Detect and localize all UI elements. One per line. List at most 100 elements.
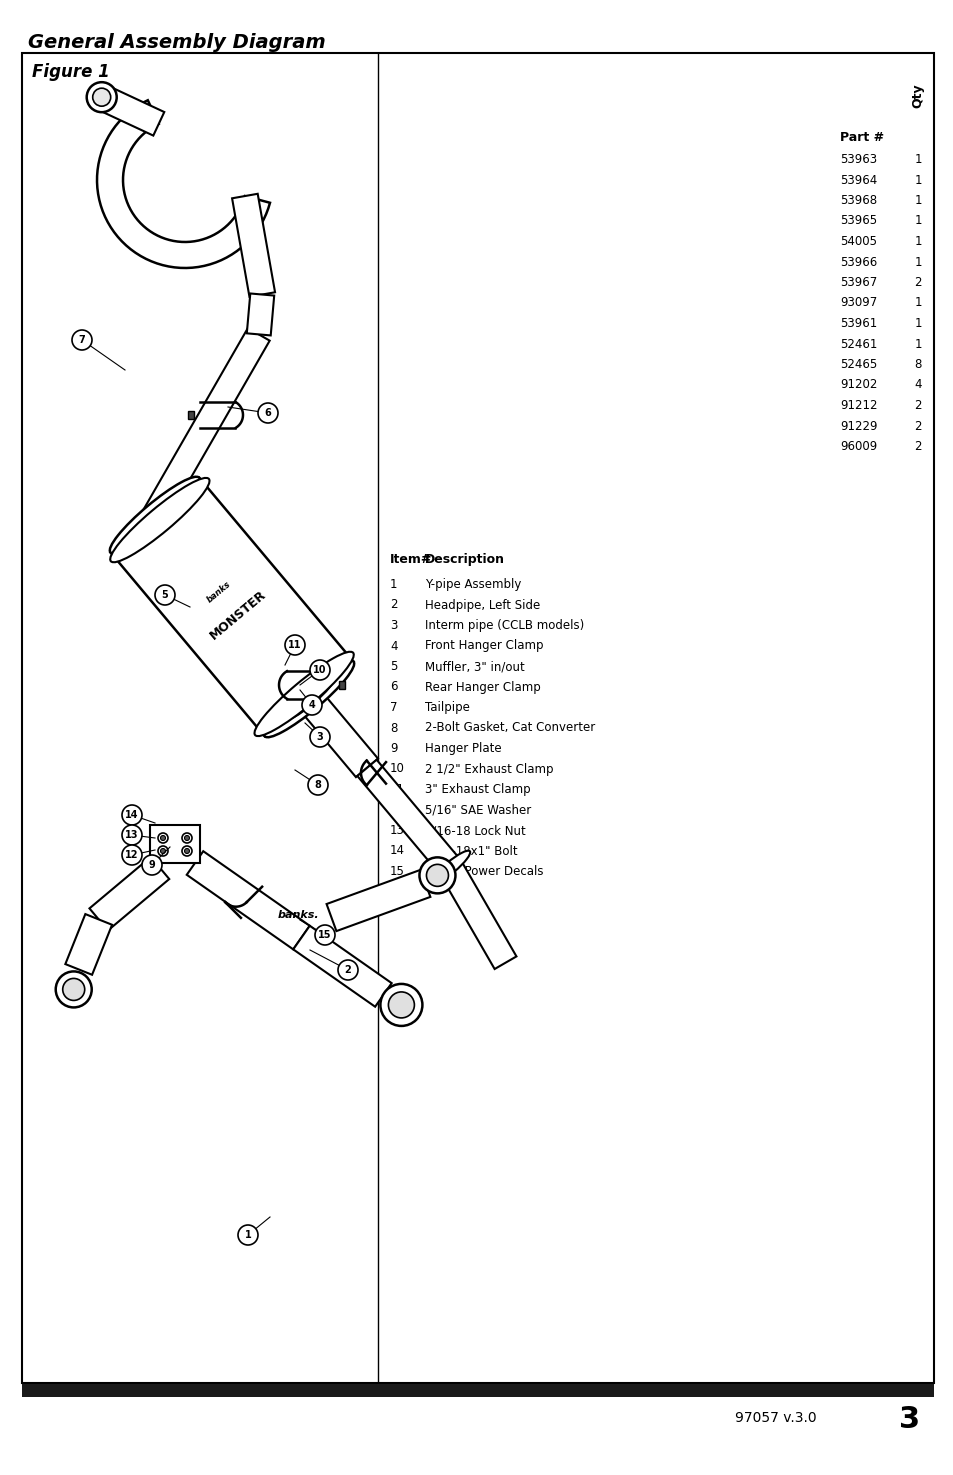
Text: 11: 11 xyxy=(390,783,405,796)
Bar xyxy=(338,681,345,689)
Text: MONSTER: MONSTER xyxy=(208,587,269,642)
Ellipse shape xyxy=(426,864,448,886)
Text: 1: 1 xyxy=(913,214,921,227)
Text: 2: 2 xyxy=(913,276,921,289)
Text: 54005: 54005 xyxy=(840,235,876,248)
Text: 91229: 91229 xyxy=(840,419,877,432)
Bar xyxy=(22,1384,933,1397)
Text: Headpipe, Left Side: Headpipe, Left Side xyxy=(424,599,539,612)
Text: 1: 1 xyxy=(913,296,921,310)
Text: 53966: 53966 xyxy=(840,255,877,268)
Polygon shape xyxy=(103,88,164,136)
Text: 15: 15 xyxy=(390,864,404,878)
Text: Part #: Part # xyxy=(840,131,883,145)
Text: 1: 1 xyxy=(913,317,921,330)
Text: Tailpipe: Tailpipe xyxy=(424,701,470,714)
Text: Muffler, 3" in/out: Muffler, 3" in/out xyxy=(424,659,524,673)
Text: 2: 2 xyxy=(913,440,921,453)
Ellipse shape xyxy=(419,857,455,894)
Ellipse shape xyxy=(92,88,111,106)
Text: 3: 3 xyxy=(316,732,323,742)
Text: 91202: 91202 xyxy=(840,379,877,391)
Text: Interm pipe (CCLB models): Interm pipe (CCLB models) xyxy=(424,620,583,631)
Circle shape xyxy=(154,586,174,605)
Text: 15: 15 xyxy=(318,931,332,940)
Text: 9: 9 xyxy=(390,742,397,755)
Circle shape xyxy=(142,855,162,875)
Circle shape xyxy=(182,847,192,856)
Text: 1: 1 xyxy=(913,235,921,248)
Text: 53963: 53963 xyxy=(840,153,876,167)
Polygon shape xyxy=(232,193,274,296)
Polygon shape xyxy=(247,294,274,335)
Circle shape xyxy=(257,403,277,423)
Circle shape xyxy=(237,1226,257,1245)
Circle shape xyxy=(184,835,190,841)
Text: 93097: 93097 xyxy=(840,296,877,310)
Polygon shape xyxy=(90,857,169,931)
Text: 96009: 96009 xyxy=(840,440,877,453)
Polygon shape xyxy=(111,478,354,736)
Text: 1: 1 xyxy=(244,1230,251,1240)
Ellipse shape xyxy=(380,984,422,1027)
Text: 52461: 52461 xyxy=(840,338,877,351)
Text: 53967: 53967 xyxy=(840,276,877,289)
Text: 12: 12 xyxy=(125,850,138,860)
Text: 13: 13 xyxy=(390,825,404,836)
Text: 1: 1 xyxy=(913,255,921,268)
Bar xyxy=(188,412,193,419)
Circle shape xyxy=(158,847,168,856)
Ellipse shape xyxy=(111,478,210,562)
Ellipse shape xyxy=(284,678,334,720)
Text: Banks Power Decals: Banks Power Decals xyxy=(424,864,543,878)
Polygon shape xyxy=(144,327,270,521)
Text: 2-Bolt Gasket, Cat Converter: 2-Bolt Gasket, Cat Converter xyxy=(424,721,595,735)
Text: 53964: 53964 xyxy=(840,174,877,186)
Text: 6: 6 xyxy=(390,680,397,693)
Ellipse shape xyxy=(254,652,354,736)
Text: 2: 2 xyxy=(344,965,351,975)
Text: Qty: Qty xyxy=(910,83,923,108)
Text: 3" Exhaust Clamp: 3" Exhaust Clamp xyxy=(424,783,530,796)
Circle shape xyxy=(314,925,335,945)
Circle shape xyxy=(71,330,91,350)
Polygon shape xyxy=(297,690,377,777)
Text: 3: 3 xyxy=(899,1406,920,1435)
Text: 52465: 52465 xyxy=(840,358,877,372)
Text: 6: 6 xyxy=(264,409,271,417)
Text: 5: 5 xyxy=(161,590,168,600)
Text: 53961: 53961 xyxy=(840,317,877,330)
Text: 8: 8 xyxy=(913,358,921,372)
Text: banks.: banks. xyxy=(277,910,318,920)
Ellipse shape xyxy=(264,661,354,738)
Text: 5/16" SAE Washer: 5/16" SAE Washer xyxy=(424,804,531,817)
Text: 3: 3 xyxy=(390,620,397,631)
Text: 5: 5 xyxy=(390,659,397,673)
Text: Figure 1: Figure 1 xyxy=(32,63,110,81)
Circle shape xyxy=(310,659,330,680)
Polygon shape xyxy=(357,760,459,876)
Text: 4: 4 xyxy=(390,640,397,652)
Text: 2: 2 xyxy=(913,400,921,412)
Circle shape xyxy=(310,727,330,746)
Text: 1: 1 xyxy=(390,578,397,591)
Text: 53968: 53968 xyxy=(840,195,876,207)
Circle shape xyxy=(122,825,142,845)
Text: 97057 v.3.0: 97057 v.3.0 xyxy=(734,1412,816,1425)
Text: 13: 13 xyxy=(125,830,138,839)
Circle shape xyxy=(182,833,192,844)
Text: Rear Hanger Clamp: Rear Hanger Clamp xyxy=(424,680,540,693)
Circle shape xyxy=(122,845,142,864)
Text: 5/16-18x1" Bolt: 5/16-18x1" Bolt xyxy=(424,845,517,857)
Text: 10: 10 xyxy=(313,665,327,676)
Polygon shape xyxy=(65,914,112,975)
Text: 91212: 91212 xyxy=(840,400,877,412)
Polygon shape xyxy=(439,861,516,969)
Circle shape xyxy=(184,848,190,854)
Circle shape xyxy=(160,848,165,854)
Circle shape xyxy=(160,835,165,841)
Text: 12: 12 xyxy=(390,804,405,817)
Circle shape xyxy=(308,774,328,795)
Text: 7: 7 xyxy=(390,701,397,714)
Text: 1: 1 xyxy=(913,174,921,186)
